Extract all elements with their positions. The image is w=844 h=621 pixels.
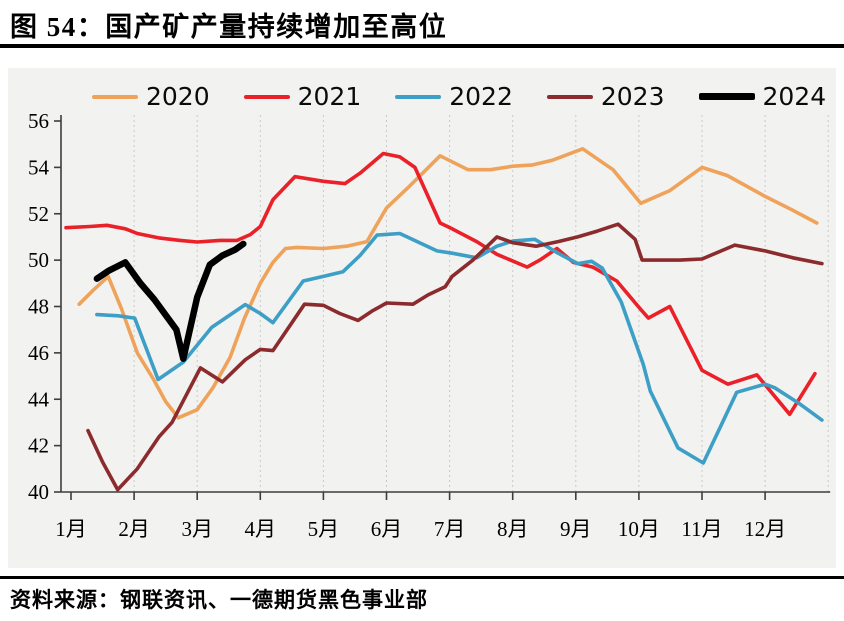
legend-swatch-2021: [243, 94, 290, 99]
x-tick-label-12月: 12月: [744, 517, 786, 541]
figure-title: 图 54：国产矿产量持续增加至高位: [10, 12, 448, 42]
y-tick-label-46: 46: [28, 341, 49, 365]
title-underline: [0, 44, 844, 48]
legend-item-2021: 2021: [243, 82, 362, 111]
chart-legend: 2020 2021 2022 2023 2024: [92, 84, 826, 109]
chart-panel: 2020 2021 2022 2023 2024 40 42 44 46 48 50 52 5…: [8, 68, 836, 568]
y-tick-label-52: 52: [28, 202, 49, 226]
x-tick-label-2月: 2月: [118, 517, 150, 541]
x-tick-label-9月: 9月: [560, 517, 592, 541]
y-tick-label-56: 56: [28, 109, 49, 133]
y-tick-label-54: 54: [28, 155, 50, 179]
y-tick-label-44: 44: [28, 387, 50, 411]
x-tick-label-6月: 6月: [371, 517, 403, 541]
x-tick-label-5月: 5月: [308, 517, 340, 541]
legend-item-2020: 2020: [92, 84, 210, 109]
legend-item-2022: 2022: [395, 84, 513, 109]
legend-label-2020: 2020: [146, 82, 210, 111]
legend-label-2024: 2024: [762, 82, 827, 111]
legend-item-2023: 2023: [546, 82, 665, 111]
legend-label-2023: 2023: [600, 82, 665, 111]
footer-rule: [0, 576, 844, 579]
legend-item-2024: 2024: [698, 82, 827, 111]
source-note: 资料来源：钢联资讯、一德期货黑色事业部: [10, 588, 428, 612]
x-tick-label-7月: 7月: [434, 517, 466, 541]
x-tick-label-8月: 8月: [497, 517, 529, 541]
y-tick-label-42: 42: [28, 434, 49, 458]
x-tick-label-11月: 11月: [681, 517, 722, 541]
chart-svg: 40 42 44 46 48 50 52 54 56 1月 2月 3月 4月 5月 6月 7月 8月 9月 10月 1…: [28, 109, 831, 541]
y-tick-label-40: 40: [28, 480, 49, 504]
legend-label-2021: 2021: [297, 82, 362, 111]
legend-swatch-2022: [395, 94, 442, 99]
x-tick-label-10月: 10月: [618, 517, 660, 541]
series-line-2023: [86, 222, 824, 492]
legend-swatch-2023: [546, 94, 593, 99]
x-tick-label-1月: 1月: [55, 517, 87, 541]
x-tick-label-3月: 3月: [181, 517, 213, 541]
x-tick-label-4月: 4月: [245, 517, 277, 541]
y-tick-label-50: 50: [28, 248, 49, 272]
legend-swatch-2020: [92, 94, 138, 99]
series-line-2021: [64, 151, 817, 417]
legend-label-2022: 2022: [449, 82, 513, 111]
legend-swatch-2024: [698, 93, 755, 100]
series-line-2024: [93, 240, 247, 362]
series-line-2020: [77, 147, 819, 420]
y-tick-label-48: 48: [28, 295, 49, 319]
